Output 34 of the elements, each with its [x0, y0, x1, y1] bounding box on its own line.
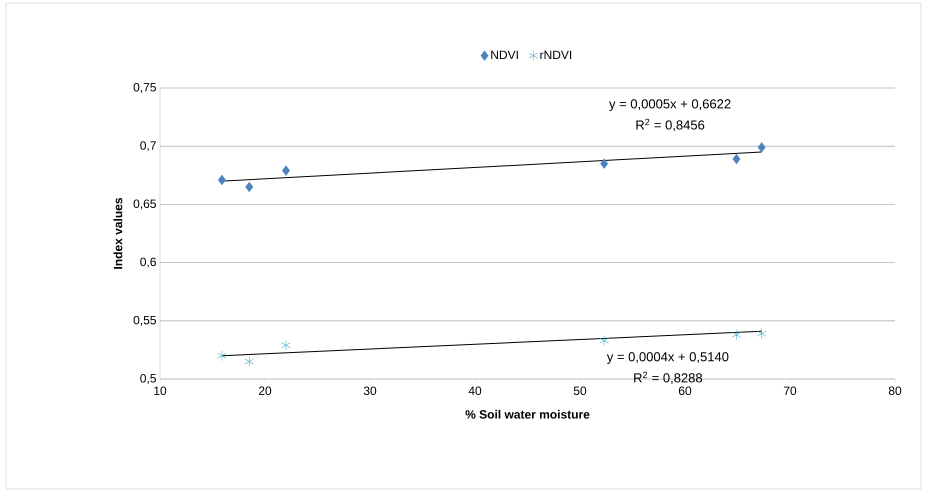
legend-label: NDVI [491, 50, 518, 60]
point [732, 154, 740, 164]
x-tick-label: 70 [784, 386, 796, 396]
x-tick-label: 20 [258, 386, 272, 396]
y-tick-label: 0,65 [134, 199, 156, 210]
point [282, 165, 290, 176]
y-axis-title: Index values [113, 198, 122, 269]
y-tick-label: 0,6 [140, 258, 156, 268]
point [218, 174, 226, 186]
point [600, 158, 608, 169]
point [732, 329, 742, 340]
y-tick-label: 0,75 [134, 83, 156, 93]
x-tick-label: 50 [574, 386, 586, 396]
legend-label: rNDVI [540, 50, 572, 60]
x-tick-label: 60 [678, 386, 692, 396]
point [245, 182, 254, 192]
annotation: y = 0,0004x + 0,5140 [606, 352, 728, 364]
annotation: R$^{2}$ = 0,8456 [636, 118, 704, 132]
x-tick-label: 30 [364, 386, 376, 396]
annotation: y = 0,0005x + 0,6622 [609, 99, 730, 112]
y-tick-label: 0,7 [140, 141, 156, 152]
point [281, 340, 291, 351]
x-tick-label: 40 [468, 386, 482, 396]
point [217, 350, 227, 362]
point [244, 356, 254, 367]
x-tick-label: 80 [888, 386, 902, 396]
point [600, 335, 609, 346]
y-tick-label: 0,5 [140, 374, 156, 384]
x-tick-label: 10 [154, 386, 166, 396]
point [757, 328, 766, 339]
point [758, 142, 766, 153]
x-axis-title: % Soil water moisture [465, 410, 590, 419]
y-tick-label: 0,55 [134, 316, 156, 326]
annotation: R$^{2}$ = 0,8288 [634, 372, 702, 384]
